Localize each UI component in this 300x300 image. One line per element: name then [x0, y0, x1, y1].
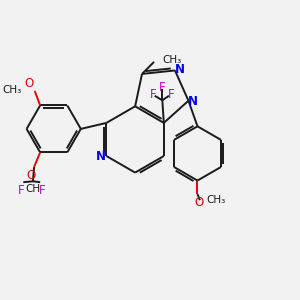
Text: O: O	[26, 169, 36, 182]
Text: CH₃: CH₃	[2, 85, 22, 95]
Text: F: F	[39, 184, 45, 197]
Text: O: O	[25, 77, 34, 90]
Text: N: N	[175, 63, 185, 76]
Text: N: N	[188, 95, 198, 108]
Text: CH₃: CH₃	[206, 195, 225, 205]
Text: N: N	[96, 150, 106, 163]
Text: F: F	[167, 88, 174, 101]
Text: CH: CH	[26, 184, 40, 194]
Text: O: O	[194, 196, 204, 209]
Text: F: F	[18, 184, 25, 197]
Text: CH₃: CH₃	[163, 56, 182, 65]
Text: F: F	[150, 88, 157, 101]
Text: F: F	[159, 81, 166, 94]
